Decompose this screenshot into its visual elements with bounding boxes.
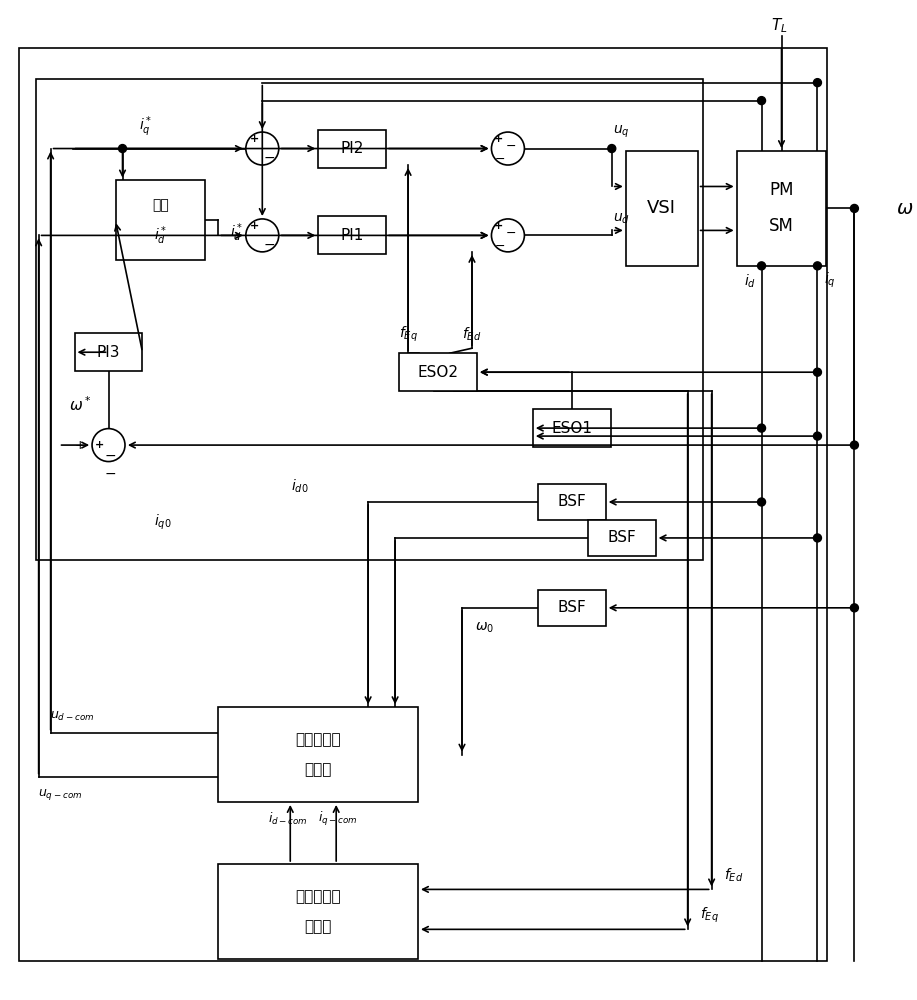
Circle shape — [757, 424, 766, 432]
Text: $i_d$: $i_d$ — [744, 272, 756, 290]
Circle shape — [850, 441, 858, 449]
Text: 偿模块: 偿模块 — [304, 762, 332, 777]
Circle shape — [813, 262, 822, 270]
Bar — [18, 48, 827, 961]
Text: $i_{d0}$: $i_{d0}$ — [292, 477, 309, 495]
Text: $T_L$: $T_L$ — [771, 16, 788, 35]
Circle shape — [246, 219, 279, 252]
Text: PM: PM — [769, 181, 794, 199]
Text: −: − — [506, 140, 516, 153]
Text: $u_q$: $u_q$ — [613, 123, 630, 140]
Text: +: + — [494, 221, 503, 231]
Text: $i_{d-com}$: $i_{d-com}$ — [269, 811, 308, 827]
Text: PI1: PI1 — [340, 228, 364, 243]
Circle shape — [608, 145, 615, 153]
Text: −: − — [494, 240, 505, 253]
Text: 补偿电流计: 补偿电流计 — [295, 889, 341, 904]
Circle shape — [757, 97, 766, 105]
Text: BSF: BSF — [558, 494, 586, 509]
Text: $f_{Eq}$: $f_{Eq}$ — [399, 325, 417, 344]
Circle shape — [757, 262, 766, 270]
Text: SM: SM — [769, 217, 794, 235]
Text: +: + — [94, 440, 105, 450]
Circle shape — [850, 604, 858, 612]
Bar — [36, 79, 702, 560]
Text: $f_{Eq}$: $f_{Eq}$ — [701, 906, 719, 925]
Text: BSF: BSF — [558, 600, 586, 615]
Bar — [399, 353, 477, 391]
Text: $\omega_0$: $\omega_0$ — [475, 621, 494, 635]
Text: +: + — [249, 134, 259, 144]
Text: +: + — [494, 134, 503, 144]
Bar — [736, 151, 826, 266]
Text: $i_q$: $i_q$ — [823, 271, 835, 290]
Text: $i_{q0}$: $i_{q0}$ — [154, 512, 171, 532]
Bar — [116, 180, 205, 260]
Bar — [538, 484, 606, 520]
Text: PI2: PI2 — [340, 141, 364, 156]
Text: $u_{q-com}$: $u_{q-com}$ — [39, 787, 83, 802]
Circle shape — [492, 132, 525, 165]
Text: PI3: PI3 — [97, 345, 120, 360]
Circle shape — [92, 429, 125, 462]
Text: −: − — [105, 467, 116, 481]
Circle shape — [813, 534, 822, 542]
Text: ESO1: ESO1 — [551, 421, 592, 436]
Text: $u_{d-com}$: $u_{d-com}$ — [50, 710, 94, 723]
Text: VSI: VSI — [647, 199, 676, 217]
Bar — [218, 707, 418, 802]
Bar — [538, 590, 606, 626]
Bar — [625, 151, 698, 266]
Bar — [218, 864, 418, 959]
Text: $f_{Ed}$: $f_{Ed}$ — [462, 326, 481, 343]
Circle shape — [246, 132, 279, 165]
Text: −: − — [105, 449, 116, 463]
Text: $i_{q-com}$: $i_{q-com}$ — [318, 810, 359, 828]
Bar — [318, 130, 386, 168]
Text: +: + — [75, 439, 85, 452]
Text: 计算: 计算 — [152, 198, 169, 212]
Text: −: − — [263, 151, 275, 165]
Text: 算模块: 算模块 — [304, 919, 332, 934]
Text: −: − — [494, 153, 505, 166]
Text: ESO2: ESO2 — [417, 365, 458, 380]
Circle shape — [492, 219, 525, 252]
Text: $\omega$: $\omega$ — [896, 199, 913, 218]
Bar — [318, 216, 386, 254]
Bar — [74, 333, 142, 371]
Text: −: − — [263, 237, 275, 251]
Text: $i_q^*$: $i_q^*$ — [138, 114, 152, 139]
Bar — [588, 520, 656, 556]
Text: $\omega^*$: $\omega^*$ — [70, 396, 92, 414]
Circle shape — [813, 79, 822, 87]
Circle shape — [813, 432, 822, 440]
Text: BSF: BSF — [607, 530, 636, 545]
Text: 谐波电压补: 谐波电压补 — [295, 732, 341, 747]
Circle shape — [757, 498, 766, 506]
Circle shape — [118, 145, 127, 153]
Circle shape — [813, 368, 822, 376]
Text: $i_d^*$: $i_d^*$ — [154, 224, 167, 247]
Circle shape — [850, 204, 858, 212]
Bar — [533, 409, 611, 447]
Text: $u_d$: $u_d$ — [613, 211, 630, 226]
Text: $i_d^*$: $i_d^*$ — [229, 221, 243, 244]
Text: $f_{Ed}$: $f_{Ed}$ — [724, 867, 743, 884]
Text: +: + — [249, 221, 259, 231]
Text: −: − — [506, 227, 516, 240]
